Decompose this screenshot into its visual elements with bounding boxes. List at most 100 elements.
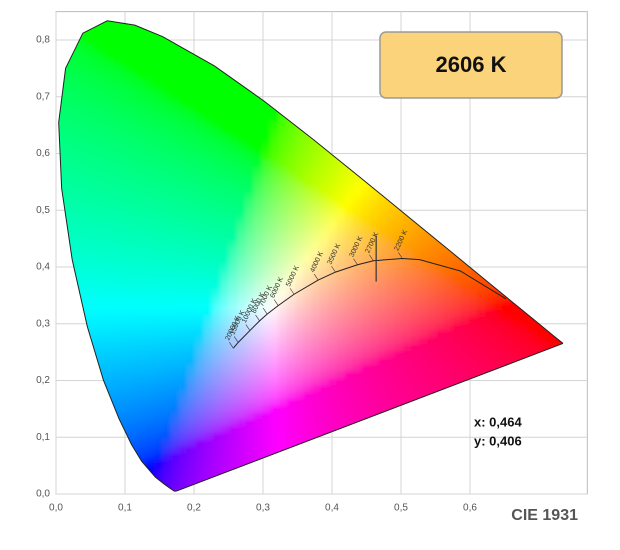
gamut-cell [253,260,264,270]
gamut-cell [121,471,132,481]
gamut-cell [228,376,240,385]
gamut-cell [319,62,331,72]
gamut-cell [129,246,140,256]
gamut-cell [535,124,546,133]
gamut-cell [568,335,578,344]
gamut-cell [146,410,157,419]
gamut-cell [435,199,447,208]
gamut-cell [179,423,190,433]
gamut-cell [402,287,414,297]
gamut-cell [444,260,455,270]
gamut-cell [526,219,538,229]
gamut-cell [88,396,99,406]
gamut-cell [63,212,74,222]
gamut-cell [104,273,115,283]
gamut-cell [452,199,463,208]
gamut-cell [228,307,240,317]
gamut-cell [137,164,149,174]
gamut-cell [543,437,554,447]
gamut-cell [129,35,140,45]
gamut-cell [162,96,173,106]
gamut-cell [444,130,455,140]
gamut-cell [278,103,289,113]
gamut-cell [444,117,455,127]
gamut-cell [402,21,414,31]
gamut-cell [378,8,388,17]
gamut-cell [79,178,91,188]
gamut-cell [63,164,74,174]
gamut-cell [328,457,339,467]
gamut-cell [377,246,389,256]
gamut-cell [262,287,273,297]
gamut-cell [361,137,372,147]
gamut-cell [369,410,380,419]
gamut-cell [187,164,198,174]
gamut-cell [560,185,563,195]
gamut-cell [63,348,74,358]
gamut-cell [543,382,554,392]
gamut-cell [129,117,140,127]
gamut-cell [543,117,554,127]
gamut-cell [228,130,240,140]
gamut-cell [170,328,182,338]
gamut-cell [79,137,91,147]
gamut-cell [204,485,215,492]
gamut-cell [220,335,231,345]
gamut-cell [328,307,339,317]
gamut-cell [195,178,207,188]
gamut-cell [262,369,273,379]
x-tick-label: 0,0 [49,503,63,514]
gamut-cell [237,151,248,161]
gamut-cell [228,335,240,345]
gamut-cell [220,62,231,72]
gamut-cell [121,20,132,24]
gamut-cell [427,171,438,181]
gamut-cell [104,35,115,45]
gamut-cell [286,117,298,127]
gamut-cell [402,389,414,399]
gamut-cell [444,280,455,290]
gamut-cell [104,178,115,188]
gamut-cell [187,110,198,120]
gamut-cell [278,164,289,174]
gamut-cell [58,389,66,399]
gamut-cell [560,328,563,338]
gamut-cell [112,294,124,304]
gamut-cell [419,124,430,133]
gamut-cell [535,103,546,113]
gamut-cell [154,307,165,317]
gamut-cell [328,137,339,147]
gamut-cell [535,478,546,488]
gamut-cell [427,158,438,167]
gamut-cell [402,403,414,413]
gamut-cell [286,451,298,460]
gamut-cell [568,42,578,51]
gamut-cell [435,21,447,31]
gamut-cell [220,287,231,297]
gamut-cell [154,403,165,413]
gamut-cell [402,464,414,474]
y-tick-label: 0,2 [36,375,50,386]
gamut-cell [88,164,99,174]
gamut-cell [295,342,306,351]
gamut-cell [170,287,182,297]
gamut-cell [262,328,273,338]
gamut-cell [518,124,529,133]
gamut-cell [270,8,280,17]
gamut-cell [195,124,207,133]
gamut-cell [377,348,389,358]
gamut-cell [386,396,397,406]
gamut-cell [58,49,66,59]
gamut-cell [187,56,198,65]
gamut-cell [187,280,198,290]
gamut-cell [195,416,207,426]
gamut-cell [96,430,107,440]
gamut-cell [469,164,480,174]
gamut-cell [162,437,173,447]
gamut-cell [386,314,397,324]
gamut-cell [551,164,563,174]
gamut-cell [427,267,438,276]
gamut-cell [96,307,107,317]
y-tick-label: 0,7 [36,91,50,102]
gamut-cell [170,267,182,276]
